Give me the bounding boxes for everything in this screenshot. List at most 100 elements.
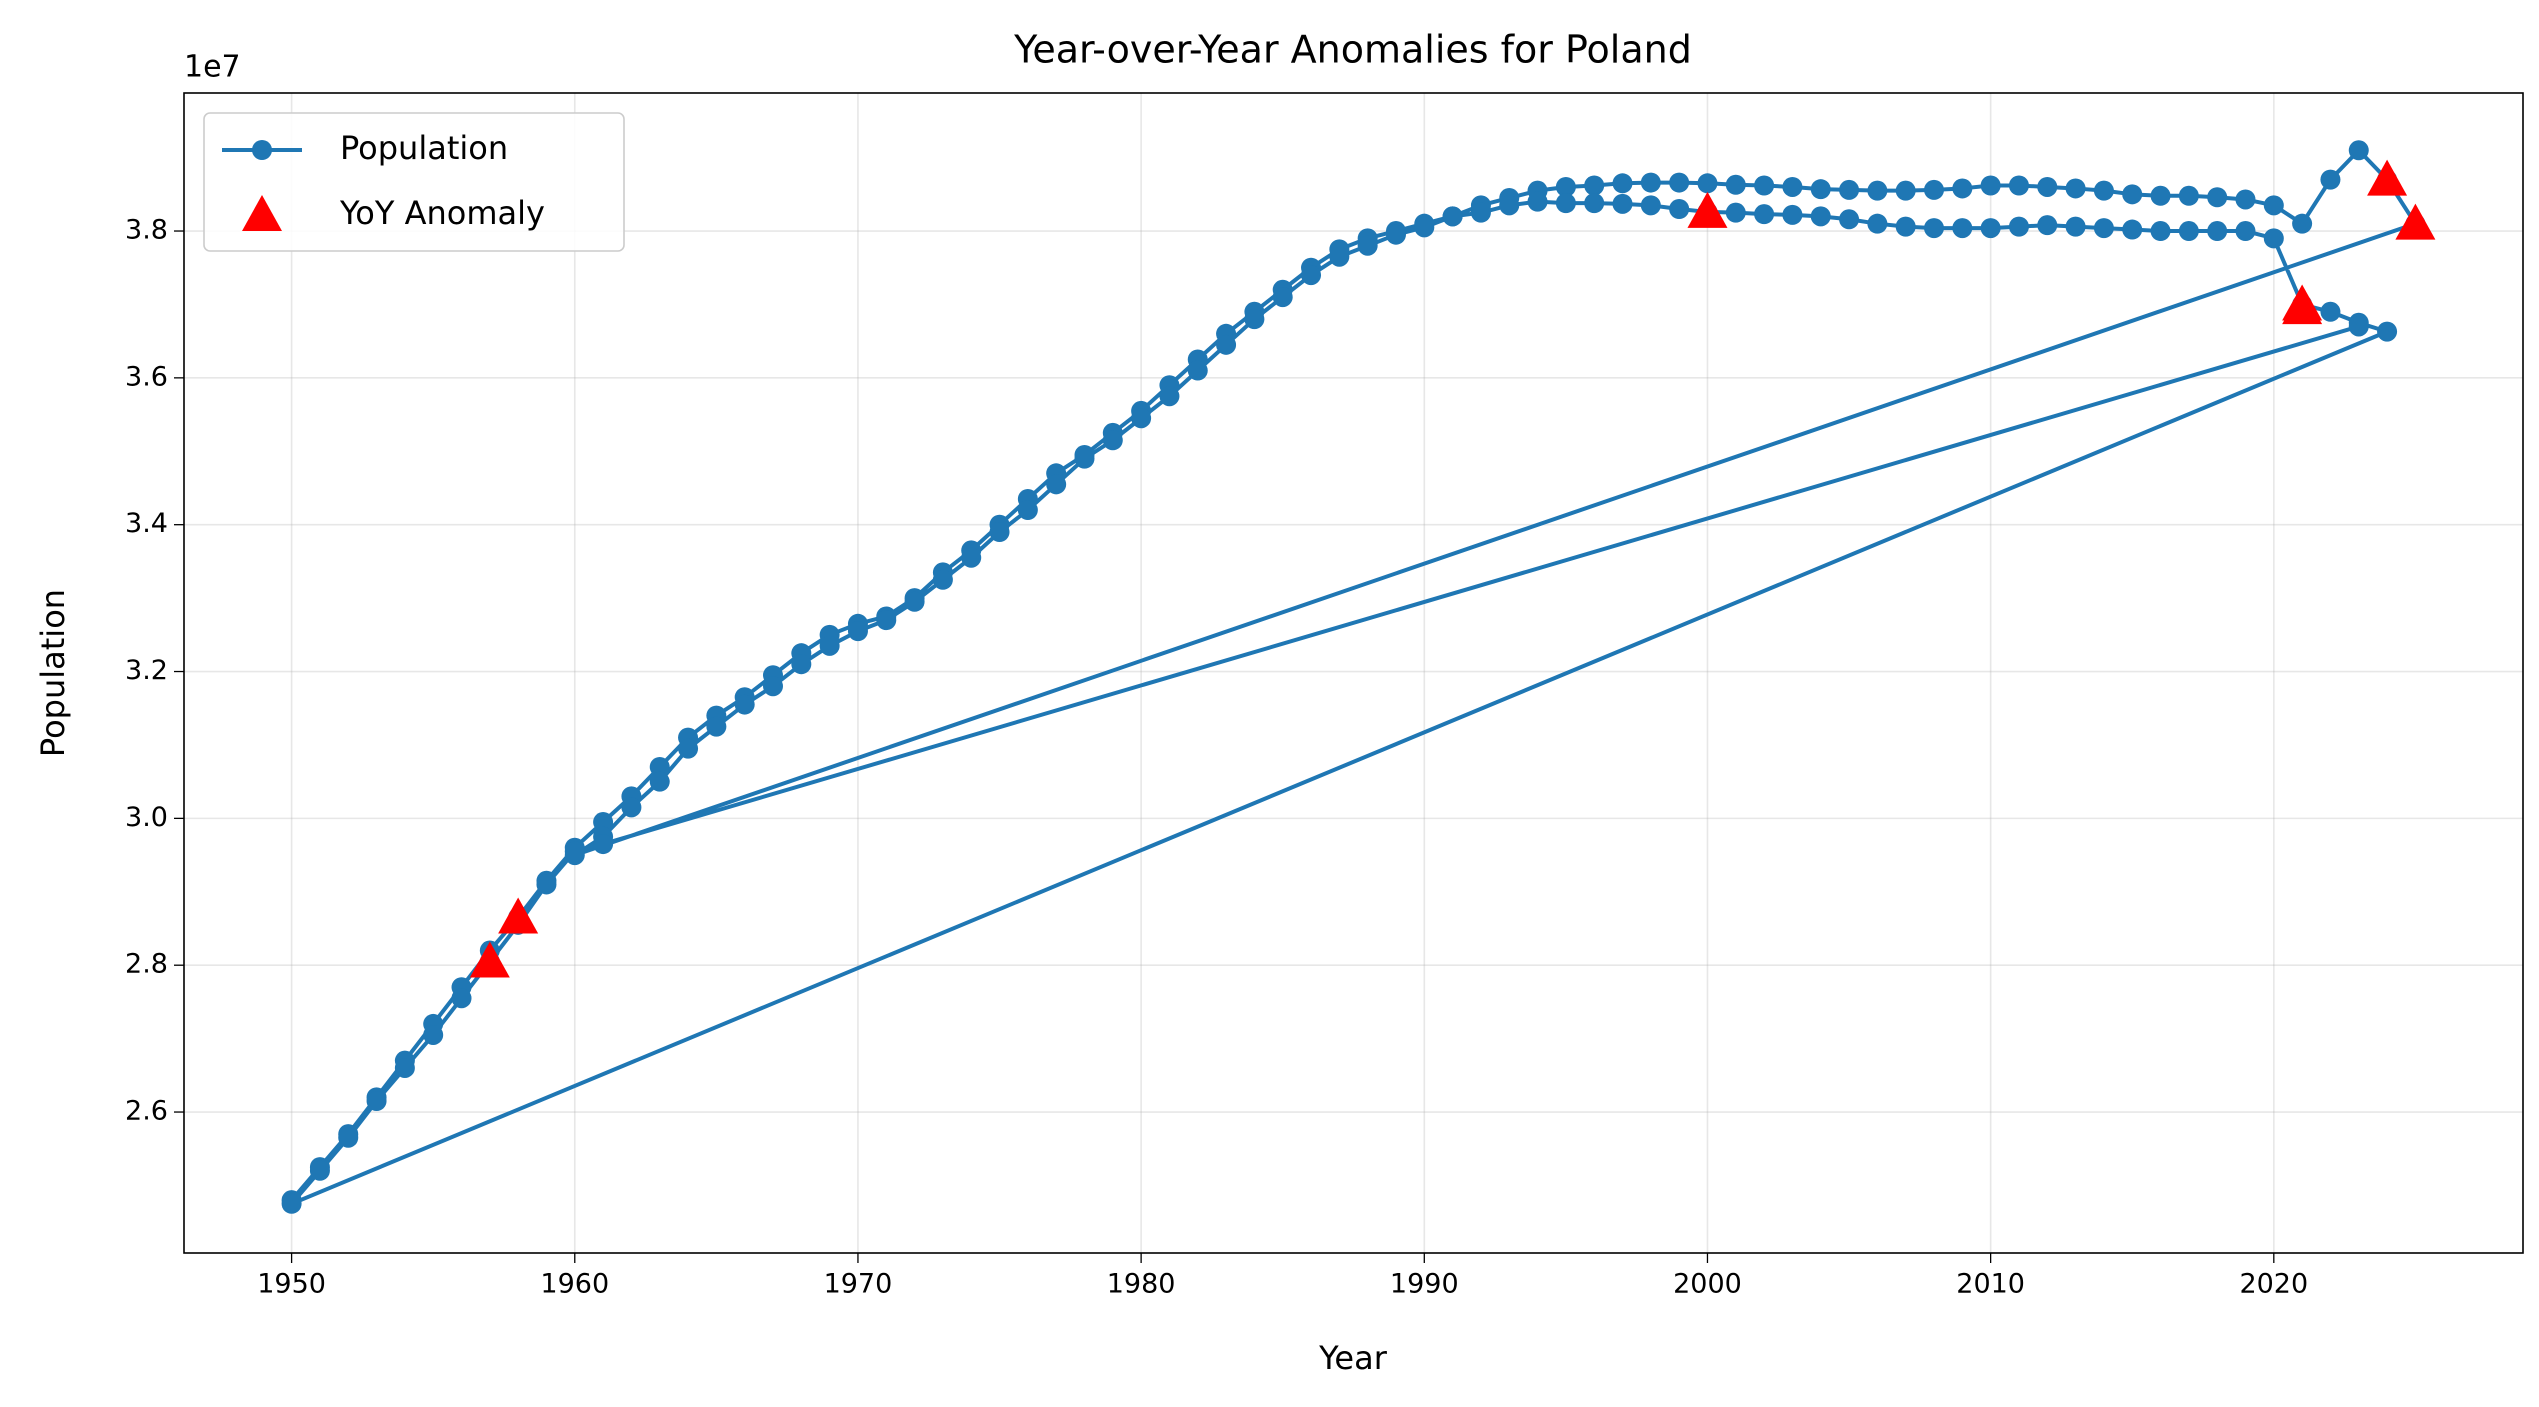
x-tick-label: 1960	[540, 1269, 609, 1300]
series-layer	[281, 140, 2436, 1214]
x-tick-label: 1980	[1107, 1269, 1176, 1300]
legend-marker	[252, 140, 272, 160]
point-marker	[876, 610, 897, 631]
point-marker	[1839, 209, 1860, 230]
point-marker	[2008, 216, 2029, 237]
x-tick-label: 2020	[2239, 1269, 2308, 1300]
point-marker	[1782, 176, 1803, 197]
point-marker	[1272, 287, 1293, 308]
point-marker	[2008, 175, 2029, 196]
point-marker	[564, 841, 585, 862]
point-marker	[1499, 195, 1520, 216]
point-marker	[2093, 218, 2114, 239]
point-marker	[2178, 185, 2199, 206]
point-marker	[1074, 448, 1095, 469]
point-marker	[678, 738, 699, 759]
point-marker	[1669, 172, 1690, 193]
point-marker	[1385, 224, 1406, 245]
point-marker	[1244, 309, 1265, 330]
legend-label: Population	[340, 129, 508, 167]
point-marker	[1527, 191, 1548, 212]
point-marker	[1187, 360, 1208, 381]
point-marker	[281, 1193, 302, 1214]
point-marker	[536, 874, 557, 895]
point-marker	[2150, 185, 2171, 206]
point-marker	[1301, 265, 1322, 286]
point-marker	[1697, 173, 1718, 194]
point-marker	[819, 635, 840, 656]
point-marker	[1980, 175, 2001, 196]
point-marker	[1952, 178, 1973, 199]
point-marker	[423, 1024, 444, 1045]
x-tick-label: 2000	[1673, 1269, 1742, 1300]
x-tick-label: 1950	[257, 1269, 326, 1300]
y-tick-label: 2.8	[125, 949, 168, 980]
point-marker	[1640, 172, 1661, 193]
y-tick-label: 3.8	[125, 215, 168, 246]
point-marker	[2348, 316, 2369, 337]
point-marker	[1584, 175, 1605, 196]
point-marker	[1725, 202, 1746, 223]
point-marker	[1329, 246, 1350, 267]
point-marker	[1555, 176, 1576, 197]
y-tick-label: 3.6	[125, 361, 168, 392]
point-marker	[649, 756, 670, 777]
point-marker	[1895, 180, 1916, 201]
point-marker	[451, 988, 472, 1009]
x-axis-label: Year	[1318, 1339, 1388, 1377]
anomaly-marker	[1687, 191, 1728, 228]
point-marker	[2065, 216, 2086, 237]
point-marker	[1442, 206, 1463, 227]
point-marker	[1895, 216, 1916, 237]
y-tick-label: 3.4	[125, 508, 168, 539]
anomaly-marker	[469, 941, 510, 978]
point-marker	[1612, 193, 1633, 214]
point-marker	[621, 797, 642, 818]
point-marker	[706, 716, 727, 737]
point-marker	[2377, 321, 2398, 342]
anomaly-marker	[498, 897, 539, 934]
point-marker	[961, 547, 982, 568]
point-marker	[394, 1057, 415, 1078]
x-tick-label: 1990	[1390, 1269, 1459, 1300]
point-marker	[1754, 204, 1775, 225]
series-line	[289, 148, 2418, 1206]
point-marker	[762, 676, 783, 697]
point-marker	[1810, 206, 1831, 227]
point-marker	[366, 1091, 387, 1112]
point-marker	[1414, 217, 1435, 238]
point-marker	[1867, 213, 1888, 234]
legend: Population YoY Anomaly	[203, 112, 625, 252]
point-marker	[2263, 195, 2284, 216]
y-tick-label: 3.2	[125, 655, 168, 686]
point-marker	[338, 1127, 359, 1148]
point-marker	[734, 694, 755, 715]
point-marker	[1102, 430, 1123, 451]
point-marker	[2065, 178, 2086, 199]
x-tick-label: 2010	[1956, 1269, 2025, 1300]
point-marker	[1952, 218, 1973, 239]
point-marker	[1216, 334, 1237, 355]
point-marker	[2093, 180, 2114, 201]
point-marker	[2348, 140, 2369, 161]
y-tick-label: 3.0	[125, 802, 168, 833]
point-marker	[1357, 235, 1378, 256]
point-marker	[2292, 213, 2313, 234]
point-marker	[1810, 179, 1831, 200]
point-marker	[2263, 228, 2284, 249]
point-marker	[904, 591, 925, 612]
point-marker	[593, 834, 614, 855]
x-tick-label: 1970	[824, 1269, 893, 1300]
point-marker	[1470, 202, 1491, 223]
anomaly-marker	[2395, 203, 2436, 240]
point-marker	[847, 621, 868, 642]
point-marker	[2207, 187, 2228, 208]
point-marker	[2122, 184, 2143, 205]
point-marker	[2320, 169, 2341, 190]
point-marker	[1669, 199, 1690, 219]
point-marker	[1754, 175, 1775, 196]
point-marker	[2037, 176, 2058, 197]
point-marker	[989, 522, 1010, 543]
point-marker	[932, 569, 953, 590]
